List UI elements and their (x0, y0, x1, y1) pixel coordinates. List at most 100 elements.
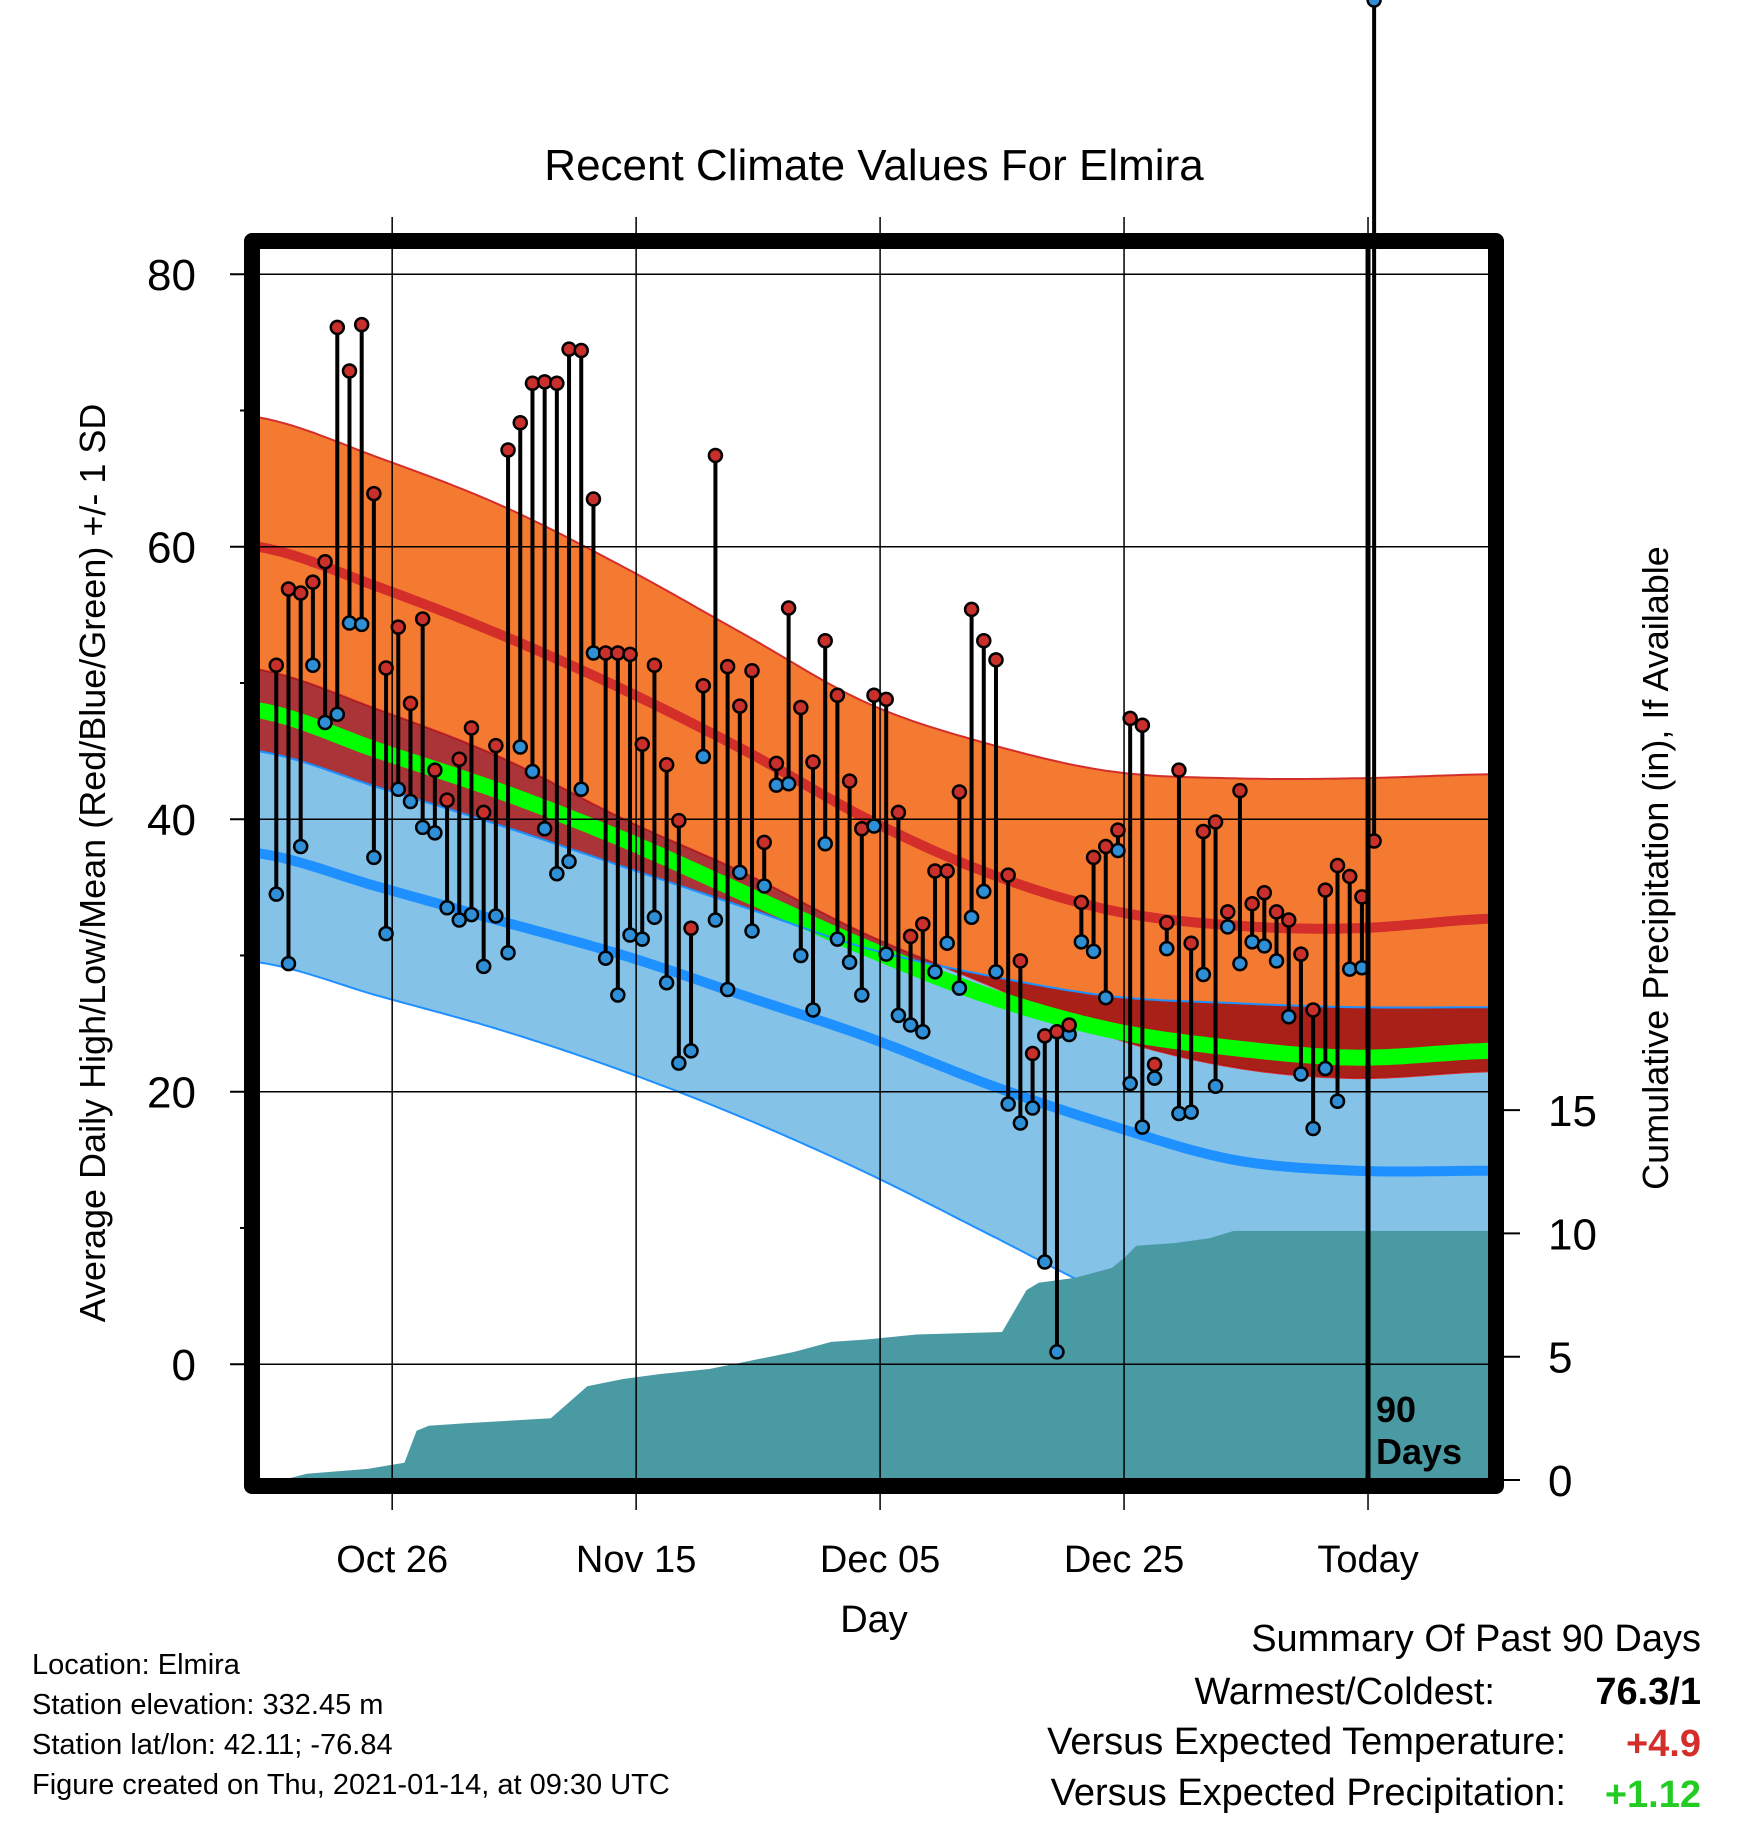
high-marker (744, 662, 760, 679)
high-marker (878, 691, 894, 708)
high-marker (1256, 885, 1273, 901)
high-marker (854, 821, 870, 837)
high-marker (610, 645, 626, 661)
high-marker (793, 699, 809, 716)
low-marker (927, 964, 943, 980)
low-marker (610, 987, 626, 1003)
high-marker (1280, 912, 1297, 928)
summary-precip-value: +1.12 (1604, 1774, 1701, 1816)
low-marker (1171, 1105, 1187, 1122)
low-marker (976, 883, 992, 900)
low-marker (366, 849, 382, 866)
low-marker (512, 739, 529, 755)
low-marker (341, 615, 358, 631)
high-marker (756, 834, 772, 851)
low-marker (817, 835, 833, 852)
low-marker (1280, 1009, 1297, 1025)
low-marker (305, 657, 321, 674)
low-marker (488, 908, 504, 924)
high-marker (512, 415, 529, 431)
low-marker (780, 776, 797, 792)
x-tick-label: Dec 25 (1064, 1539, 1184, 1581)
high-marker (1244, 895, 1260, 912)
info-location: Location: Elmira (32, 1649, 240, 1681)
high-marker (1232, 782, 1248, 799)
high-marker (500, 442, 516, 458)
summary-temp-value: +4.9 (1625, 1723, 1701, 1765)
high-marker (658, 756, 675, 773)
low-marker (1293, 1066, 1309, 1082)
high-marker (463, 720, 480, 736)
high-marker (768, 755, 785, 772)
marker-label-1: 90 (1376, 1389, 1416, 1430)
high-marker (1305, 1002, 1321, 1018)
high-marker (1110, 822, 1126, 838)
y-axis-left-label: Average Daily High/Low/Mean (Red/Blue/Gr… (72, 404, 113, 1323)
low-marker (915, 1024, 931, 1040)
low-marker (988, 964, 1004, 980)
low-marker (902, 1017, 919, 1033)
low-marker (695, 748, 711, 765)
high-marker (829, 687, 846, 703)
high-marker (1159, 915, 1175, 931)
low-marker (793, 947, 809, 964)
low-marker (1049, 1344, 1065, 1360)
high-marker (353, 316, 370, 333)
low-marker (744, 923, 760, 939)
low-marker (878, 946, 894, 962)
high-marker (1183, 935, 1199, 951)
high-marker (732, 698, 748, 714)
y-left-tick-label: 40 (147, 796, 196, 845)
low-mean-line (258, 848, 1490, 1177)
summary-heading: Summary Of Past 90 Days (1251, 1618, 1701, 1660)
high-marker (695, 677, 711, 694)
low-marker (268, 886, 285, 902)
low-marker (707, 912, 724, 928)
x-axis-label: Day (840, 1599, 908, 1641)
low-marker (524, 763, 541, 780)
low-marker (805, 1002, 821, 1018)
high-marker (366, 485, 382, 502)
low-marker (439, 900, 455, 916)
high-marker (317, 553, 333, 570)
high-marker (1012, 953, 1029, 969)
x-tick-label: Oct 26 (336, 1539, 448, 1581)
high-marker (622, 646, 638, 663)
precip-area (258, 1230, 1490, 1480)
high-marker (1085, 849, 1102, 866)
high-marker (671, 812, 687, 829)
high-marker (268, 657, 285, 674)
marker-label-2: Days (1376, 1431, 1462, 1472)
low-marker (1219, 919, 1236, 935)
high-marker (427, 762, 443, 778)
x-tick-label: Dec 05 (820, 1539, 940, 1581)
summary-precip-label: Versus Expected Precipitation: (1050, 1772, 1566, 1814)
high-marker (439, 792, 455, 808)
high-marker (1329, 857, 1346, 874)
high-marker (1000, 867, 1016, 883)
low-marker (561, 853, 577, 870)
low-marker (549, 865, 565, 882)
daily-range-sticks (274, 0, 1377, 1352)
y-left-tick-label: 0 (172, 1341, 196, 1390)
axes: 0 20 40 60 80 0 5 10 15 Oct 26 Nov 15 Dec 05 Dec 25 T… (147, 251, 1597, 1581)
high-marker (976, 632, 992, 649)
high-marker (1195, 823, 1212, 840)
y-right-tick-label: 0 (1548, 1457, 1572, 1506)
high-marker (524, 375, 541, 391)
high-marker (1073, 894, 1090, 911)
high-marker (902, 928, 919, 945)
info-latlon: Station lat/lon: 42.11; -76.84 (32, 1729, 393, 1761)
low-marker (536, 821, 553, 837)
low-marker (1341, 961, 1358, 977)
high-marker (549, 375, 565, 391)
high-marker (573, 342, 589, 359)
precipitation-area (258, 1230, 1490, 1480)
high-marker (1293, 946, 1309, 962)
high-marker (390, 619, 407, 635)
low-marker (890, 1007, 907, 1024)
high-marker (988, 652, 1004, 668)
y-left-tick-label: 20 (147, 1069, 196, 1118)
high-marker (1134, 717, 1151, 733)
